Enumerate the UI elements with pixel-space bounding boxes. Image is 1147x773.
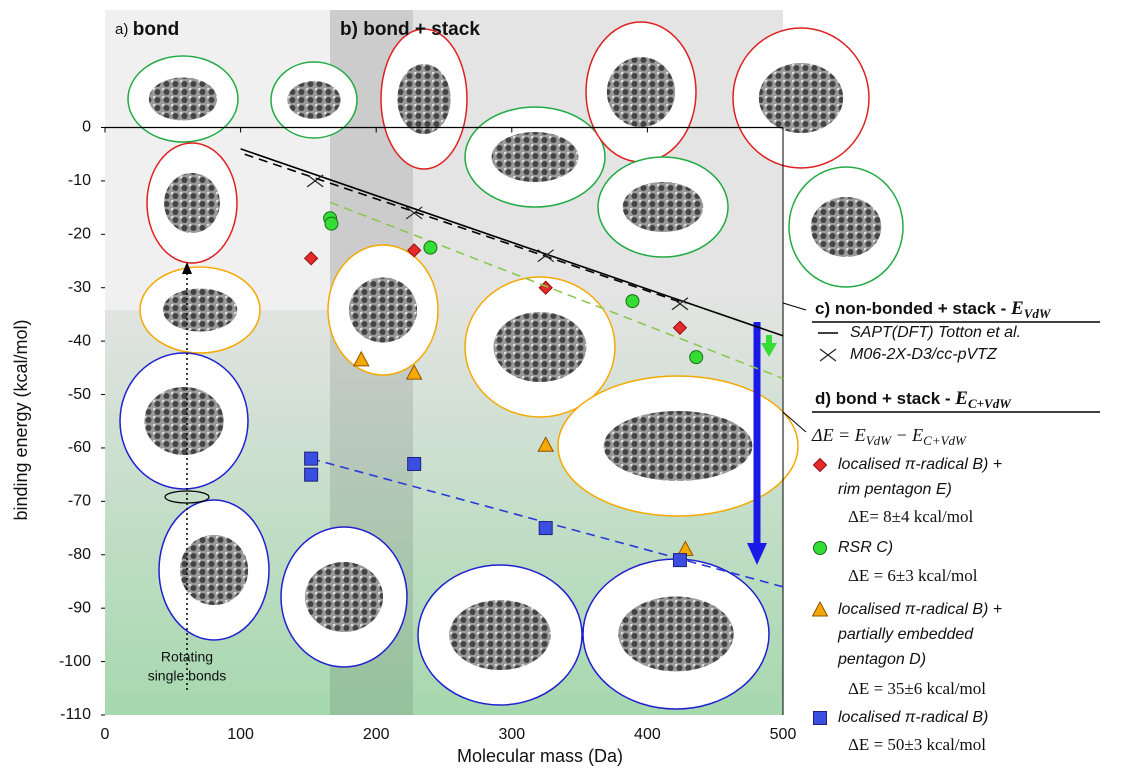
annotation: single bonds bbox=[148, 668, 227, 684]
molecule bbox=[164, 173, 220, 233]
legend-label: RSR C) bbox=[838, 539, 893, 556]
header-text: d) bond + stack - bbox=[815, 389, 955, 408]
panel-b-label: b) bond + stack bbox=[340, 19, 480, 40]
molecule bbox=[623, 182, 704, 232]
molecule bbox=[180, 535, 248, 605]
legend-label: localised π-radical B) bbox=[838, 709, 988, 726]
y-tick-label: -30 bbox=[68, 279, 91, 296]
header-sub: VdW bbox=[1024, 306, 1052, 321]
legend-symbol bbox=[820, 349, 836, 361]
legend-label: localised π-radical B) + bbox=[838, 601, 1002, 618]
formula-part: VdW bbox=[866, 433, 892, 448]
chart: a) bond b) bond + stack Rotating single … bbox=[0, 0, 1147, 773]
legend: c) non-bonded + stack - EVdW d) bond + s… bbox=[811, 298, 1100, 448]
x-tick-label: 500 bbox=[770, 726, 797, 743]
molecule bbox=[604, 411, 753, 481]
y-tick-label: -110 bbox=[60, 706, 91, 723]
molecule bbox=[449, 600, 551, 670]
y-tick-label: -90 bbox=[68, 599, 91, 616]
legend-delta: ΔE= 8±4 kcal/mol bbox=[848, 507, 973, 526]
x-tick-label: 0 bbox=[101, 726, 110, 743]
point bbox=[690, 351, 703, 364]
legend-label: M06-2X-D3/cc-pVTZ bbox=[850, 346, 998, 363]
y-tick-label: -20 bbox=[68, 226, 91, 243]
panel-a-text: bond bbox=[133, 19, 179, 40]
molecule bbox=[163, 289, 237, 332]
header-symbol: E bbox=[1010, 298, 1024, 319]
point bbox=[325, 217, 338, 230]
y-tick-label: -70 bbox=[68, 493, 91, 510]
legend-symbol bbox=[814, 542, 827, 555]
header-text: c) non-bonded + stack - bbox=[815, 299, 1011, 318]
y-tick-label: -100 bbox=[59, 653, 91, 670]
x-tick-label: 300 bbox=[498, 726, 525, 743]
molecule bbox=[149, 78, 217, 121]
point bbox=[539, 522, 552, 535]
legend-header: d) bond + stack - EC+VdW bbox=[815, 388, 1012, 411]
x-tick-label: 400 bbox=[634, 726, 661, 743]
molecule bbox=[492, 132, 579, 182]
x-tick-label: 200 bbox=[363, 726, 390, 743]
legend-symbol bbox=[813, 602, 828, 616]
molecule bbox=[144, 387, 223, 455]
panel-label: a) bond bbox=[115, 19, 179, 40]
legend-label: partially embedded bbox=[837, 626, 974, 643]
molecule bbox=[494, 312, 587, 382]
formula-part: C+VdW bbox=[923, 433, 967, 448]
legend-delta: ΔE = 35±6 kcal/mol bbox=[848, 679, 986, 698]
molecule bbox=[349, 278, 417, 343]
point bbox=[305, 452, 318, 465]
y-tick-label: -60 bbox=[68, 439, 91, 456]
point bbox=[673, 554, 686, 567]
legend-label: rim pentagon E) bbox=[838, 481, 952, 498]
y-tick-label: 0 bbox=[82, 119, 91, 136]
point bbox=[408, 457, 421, 470]
legend-header: c) non-bonded + stack - EVdW bbox=[815, 298, 1052, 321]
y-tick-label: -50 bbox=[68, 386, 91, 403]
legend-label: SAPT(DFT) Totton et al. bbox=[850, 324, 1021, 341]
molecule bbox=[305, 562, 383, 632]
header-sub: C+VdW bbox=[968, 396, 1012, 411]
header-symbol: E bbox=[954, 388, 968, 409]
legend-symbol bbox=[814, 459, 827, 472]
formula-part: − bbox=[891, 425, 912, 445]
formula: ΔE = EVdW − EC+VdW bbox=[811, 425, 967, 448]
annotation: Rotating bbox=[161, 649, 213, 665]
molecule bbox=[618, 597, 733, 672]
molecule bbox=[607, 57, 675, 127]
panel-a-label: a) bbox=[115, 21, 128, 38]
formula-part: E bbox=[854, 425, 866, 445]
y-axis-label: binding energy (kcal/mol) bbox=[11, 319, 31, 520]
formula-part: E bbox=[911, 425, 923, 445]
y-tick-label: -80 bbox=[68, 546, 91, 563]
molecule bbox=[397, 64, 450, 134]
x-tick-label: 100 bbox=[227, 726, 254, 743]
x-axis-label: Molecular mass (Da) bbox=[457, 746, 623, 766]
y-tick-label: -40 bbox=[68, 332, 91, 349]
legend-label: localised π-radical B) + bbox=[838, 456, 1002, 473]
molecule bbox=[287, 81, 340, 119]
molecule bbox=[759, 63, 843, 133]
point bbox=[424, 241, 437, 254]
legend-delta: ΔE = 50±3 kcal/mol bbox=[848, 735, 986, 754]
molecule bbox=[811, 197, 882, 257]
legend-label: pentagon D) bbox=[837, 651, 926, 668]
formula-part: ΔE = bbox=[811, 425, 855, 445]
legend-symbol bbox=[814, 712, 827, 725]
point bbox=[626, 295, 639, 308]
legend-delta: ΔE = 6±3 kcal/mol bbox=[848, 566, 978, 585]
y-tick-label: -10 bbox=[68, 172, 91, 189]
point bbox=[305, 468, 318, 481]
